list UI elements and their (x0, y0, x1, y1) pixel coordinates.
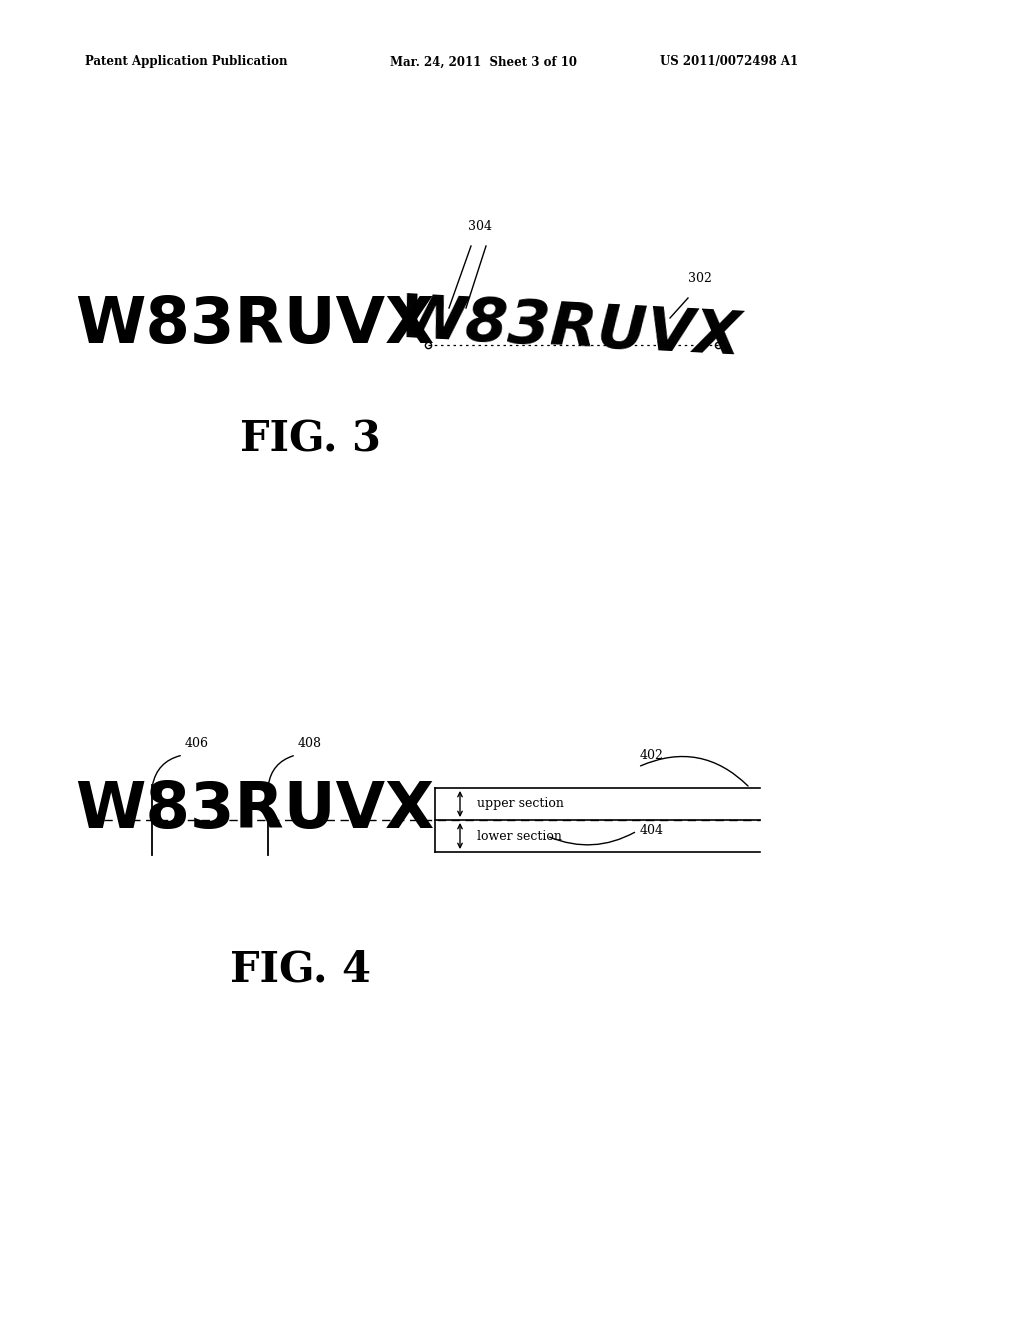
Text: W83RUVX: W83RUVX (397, 292, 743, 368)
Text: Patent Application Publication: Patent Application Publication (85, 55, 288, 69)
Text: 304: 304 (468, 220, 492, 234)
Text: 302: 302 (688, 272, 712, 285)
Text: 404: 404 (640, 825, 664, 837)
Text: 408: 408 (298, 737, 322, 750)
Text: FIG. 3: FIG. 3 (240, 418, 381, 461)
Text: FIG. 4: FIG. 4 (229, 949, 371, 991)
Text: Mar. 24, 2011  Sheet 3 of 10: Mar. 24, 2011 Sheet 3 of 10 (390, 55, 577, 69)
Text: lower section: lower section (477, 829, 562, 842)
Text: W83RUVX: W83RUVX (76, 779, 434, 841)
Text: 402: 402 (640, 748, 664, 762)
Text: US 2011/0072498 A1: US 2011/0072498 A1 (660, 55, 798, 69)
Text: 406: 406 (185, 737, 209, 750)
Text: W83RUVX: W83RUVX (76, 294, 434, 356)
Text: upper section: upper section (477, 797, 564, 810)
